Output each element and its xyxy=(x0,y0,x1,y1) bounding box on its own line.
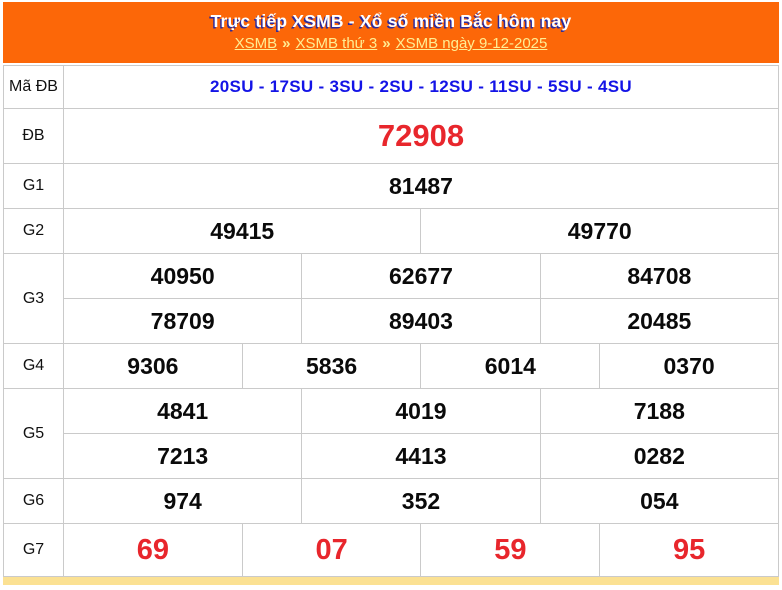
page-title: Trực tiếp XSMB - Xổ số miền Bắc hôm nay xyxy=(210,11,572,31)
prize-value-g3-5: 89403 xyxy=(301,298,541,344)
prize-label-g2: G2 xyxy=(3,208,64,254)
prize-value-g2-1: 49415 xyxy=(62,208,422,254)
prize-label-g3: G3 xyxy=(3,253,64,344)
prize-value-g7-1: 69 xyxy=(63,523,243,577)
prize-value-g4-2: 5836 xyxy=(241,343,422,389)
prize-value-g7-2: 07 xyxy=(241,523,422,577)
bottom-highlight-strip xyxy=(3,577,779,585)
prize-value-g5-6: 0282 xyxy=(539,433,780,479)
prize-label-db: ĐB xyxy=(3,108,64,164)
prize-label-ma-db: Mã ĐB xyxy=(3,65,64,109)
prize-row-db: ĐB 72908 xyxy=(3,108,779,164)
prize-value-g3-6: 20485 xyxy=(539,298,780,344)
page-header: Trực tiếp XSMB - Xổ số miền Bắc hôm nay … xyxy=(3,2,779,63)
prize-row-g1: G1 81487 xyxy=(3,163,779,209)
prize-label-g5: G5 xyxy=(3,388,64,479)
prize-value-g6-1: 974 xyxy=(62,478,303,524)
prize-value-g5-2: 4019 xyxy=(301,388,541,434)
prize-value-g3-2: 62677 xyxy=(301,253,541,299)
prize-value-g3-4: 78709 xyxy=(62,298,303,344)
prize-value-g3-1: 40950 xyxy=(62,253,303,299)
prize-label-g7: G7 xyxy=(3,523,64,577)
prize-value-g6-3: 054 xyxy=(539,478,780,524)
prize-row-g4: G4 9306 5836 6014 0370 xyxy=(3,343,779,389)
prize-row-g7: G7 69 07 59 95 xyxy=(3,523,779,577)
breadcrumb-link-1[interactable]: XSMB xyxy=(234,35,278,52)
prize-row-g2: G2 49415 49770 xyxy=(3,208,779,254)
prize-label-g1: G1 xyxy=(3,163,64,209)
prize-value-db-1: 72908 xyxy=(63,108,779,164)
prize-value-g5-5: 4413 xyxy=(301,433,541,479)
prize-value-g5-4: 7213 xyxy=(62,433,303,479)
prize-value-g7-3: 59 xyxy=(420,523,601,577)
prize-value-ma-db-1: 20SU - 17SU - 3SU - 2SU - 12SU - 11SU - … xyxy=(63,65,779,109)
prize-label-g4: G4 xyxy=(3,343,64,389)
prize-value-g4-4: 0370 xyxy=(599,343,779,389)
results-table: Mã ĐB 20SU - 17SU - 3SU - 2SU - 12SU - 11… xyxy=(3,65,780,577)
prize-row-g3-2: 78709 89403 20485 xyxy=(4,298,780,344)
prize-value-g3-3: 84708 xyxy=(539,253,780,299)
prize-value-g7-4: 95 xyxy=(599,523,779,577)
breadcrumb-link-2[interactable]: XSMB thứ 3 xyxy=(295,35,378,52)
prize-value-g4-3: 6014 xyxy=(420,343,601,389)
prize-value-g4-1: 9306 xyxy=(63,343,243,389)
breadcrumb-separator: » xyxy=(382,35,391,52)
prize-value-g2-2: 49770 xyxy=(420,208,779,254)
prize-row-g3-1: G3 40950 62677 84708 xyxy=(3,253,780,344)
breadcrumb-separator: » xyxy=(282,35,291,52)
breadcrumb: XSMB» XSMB thứ 3» XSMB ngày 9-12-2025 xyxy=(3,34,779,54)
prize-value-g1-1: 81487 xyxy=(63,163,779,209)
breadcrumb-link-3[interactable]: XSMB ngày 9-12-2025 xyxy=(395,35,548,52)
prize-row-g5-1: G5 4841 4019 7188 xyxy=(3,388,780,479)
prize-row-ma-db: Mã ĐB 20SU - 17SU - 3SU - 2SU - 12SU - 11… xyxy=(3,65,779,109)
prize-row-g5-2: 7213 4413 0282 xyxy=(4,433,780,479)
prize-value-g5-3: 7188 xyxy=(539,388,780,434)
prize-value-g6-2: 352 xyxy=(301,478,541,524)
prize-value-g5-1: 4841 xyxy=(62,388,303,434)
prize-row-g6: G6 974 352 054 xyxy=(3,478,780,524)
prize-label-g6: G6 xyxy=(3,478,64,524)
